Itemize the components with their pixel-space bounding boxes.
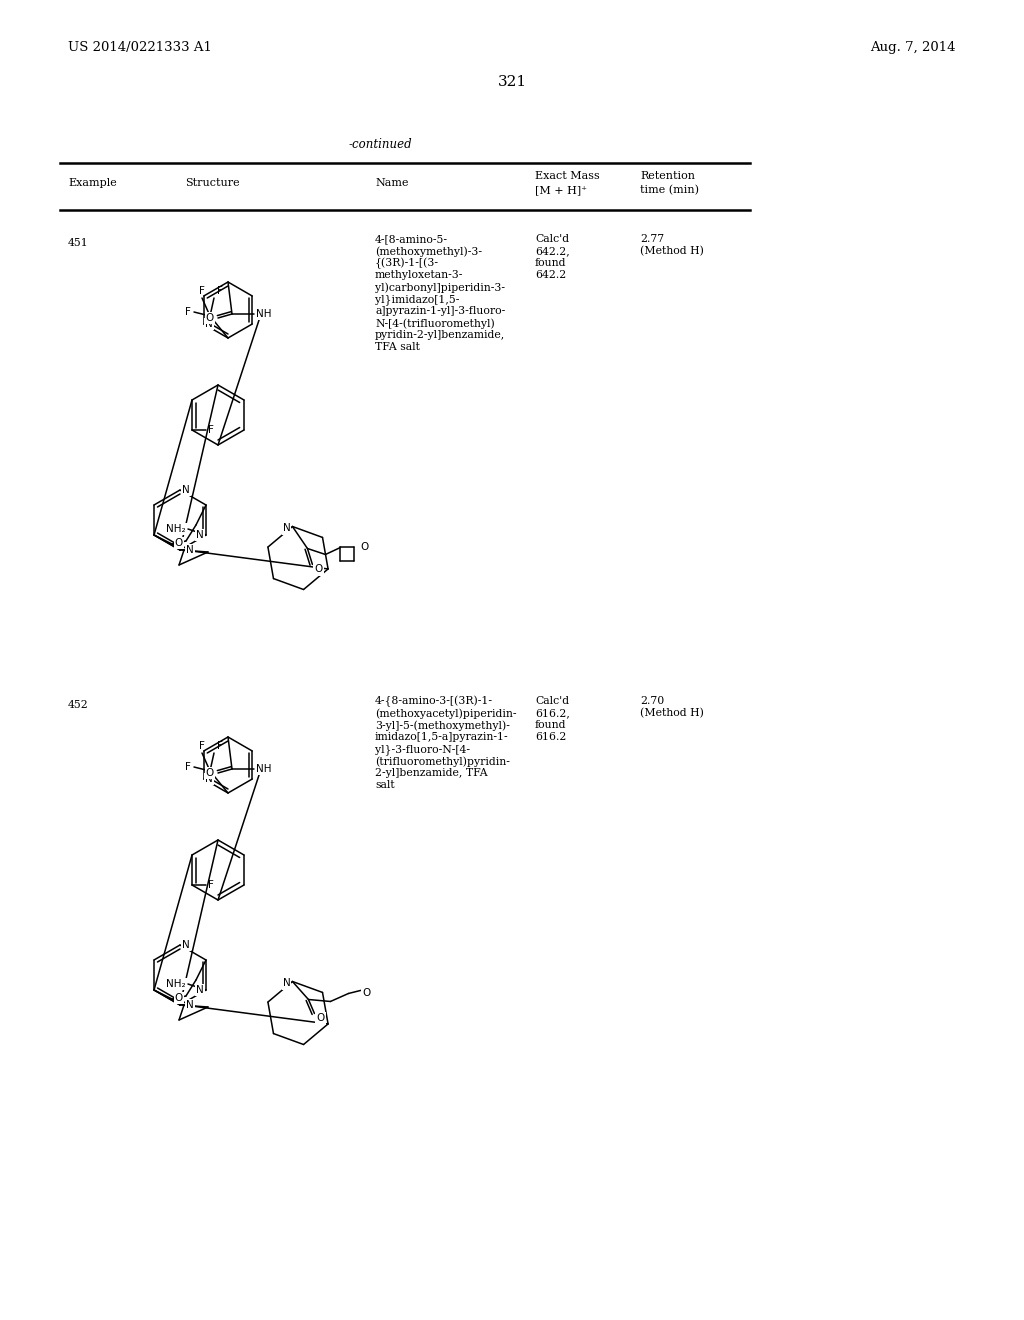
Text: O: O [362,989,371,998]
Text: 616.2: 616.2 [535,733,566,742]
Text: 452: 452 [68,700,89,710]
Text: O: O [175,539,183,548]
Text: Example: Example [68,178,117,187]
Text: N: N [182,484,189,495]
Text: TFA salt: TFA salt [375,342,420,352]
Text: O: O [206,313,214,323]
Text: Calc'd: Calc'd [535,234,569,244]
Text: N-[4-(trifluoromethyl): N-[4-(trifluoromethyl) [375,318,495,329]
Text: (Method H): (Method H) [640,246,703,256]
Text: N: N [205,774,213,784]
Text: methyloxetan-3-: methyloxetan-3- [375,271,464,280]
Text: N: N [186,1001,194,1010]
Text: NH₂: NH₂ [166,524,186,535]
Text: 616.2,: 616.2, [535,708,570,718]
Text: yl}imidazo[1,5-: yl}imidazo[1,5- [375,294,460,305]
Text: time (min): time (min) [640,185,699,195]
Text: N: N [283,978,291,989]
Text: US 2014/0221333 A1: US 2014/0221333 A1 [68,41,212,54]
Text: found: found [535,719,566,730]
Text: (methoxyacetyl)piperidin-: (methoxyacetyl)piperidin- [375,708,516,718]
Text: Calc'd: Calc'd [535,696,569,706]
Text: -continued: -continued [348,139,412,152]
Text: Structure: Structure [185,178,240,187]
Text: F: F [185,762,191,772]
Text: a]pyrazin-1-yl]-3-fluoro-: a]pyrazin-1-yl]-3-fluoro- [375,306,505,315]
Text: F: F [217,741,223,751]
Text: O: O [314,565,323,574]
Text: NH: NH [256,309,271,319]
Text: imidazo[1,5-a]pyrazin-1-: imidazo[1,5-a]pyrazin-1- [375,733,509,742]
Text: O: O [175,993,183,1003]
Text: NH₂: NH₂ [166,979,186,989]
Text: F: F [217,286,223,296]
Text: {(3R)-1-[(3-: {(3R)-1-[(3- [375,257,439,269]
Text: pyridin-2-yl]benzamide,: pyridin-2-yl]benzamide, [375,330,505,341]
Text: F: F [185,308,191,317]
Text: (trifluoromethyl)pyridin-: (trifluoromethyl)pyridin- [375,756,510,767]
Text: O: O [316,1014,325,1023]
Text: F: F [208,880,214,890]
Text: (Method H): (Method H) [640,708,703,718]
Text: 2-yl]benzamide, TFA: 2-yl]benzamide, TFA [375,768,487,777]
Text: F: F [199,286,205,296]
Text: N: N [186,545,194,554]
Text: N: N [205,319,213,329]
Text: Name: Name [375,178,409,187]
Text: O: O [206,768,214,777]
Text: O: O [360,543,369,553]
Text: (methoxymethyl)-3-: (methoxymethyl)-3- [375,246,482,256]
Text: 642.2,: 642.2, [535,246,569,256]
Text: F: F [199,741,205,751]
Text: Exact Mass: Exact Mass [535,172,600,181]
Text: [M + H]⁺: [M + H]⁺ [535,185,587,195]
Text: found: found [535,257,566,268]
Text: N: N [182,940,189,950]
Text: NH: NH [256,764,271,774]
Text: N: N [197,985,204,995]
Text: 2.77: 2.77 [640,234,665,244]
Text: 4-[8-amino-5-: 4-[8-amino-5- [375,234,449,244]
Text: 451: 451 [68,238,89,248]
Text: Retention: Retention [640,172,695,181]
Text: yl)carbonyl]piperidin-3-: yl)carbonyl]piperidin-3- [375,282,505,293]
Text: 2.70: 2.70 [640,696,665,706]
Text: 4-{8-amino-3-[(3R)-1-: 4-{8-amino-3-[(3R)-1- [375,696,493,708]
Text: 3-yl]-5-(methoxymethyl)-: 3-yl]-5-(methoxymethyl)- [375,719,510,730]
Text: 321: 321 [498,75,526,88]
Text: salt: salt [375,780,394,789]
Text: yl}-3-fluoro-N-[4-: yl}-3-fluoro-N-[4- [375,744,470,755]
Text: F: F [208,425,214,436]
Text: 642.2: 642.2 [535,271,566,280]
Text: Aug. 7, 2014: Aug. 7, 2014 [870,41,956,54]
Text: N: N [197,531,204,540]
Text: N: N [283,524,291,533]
